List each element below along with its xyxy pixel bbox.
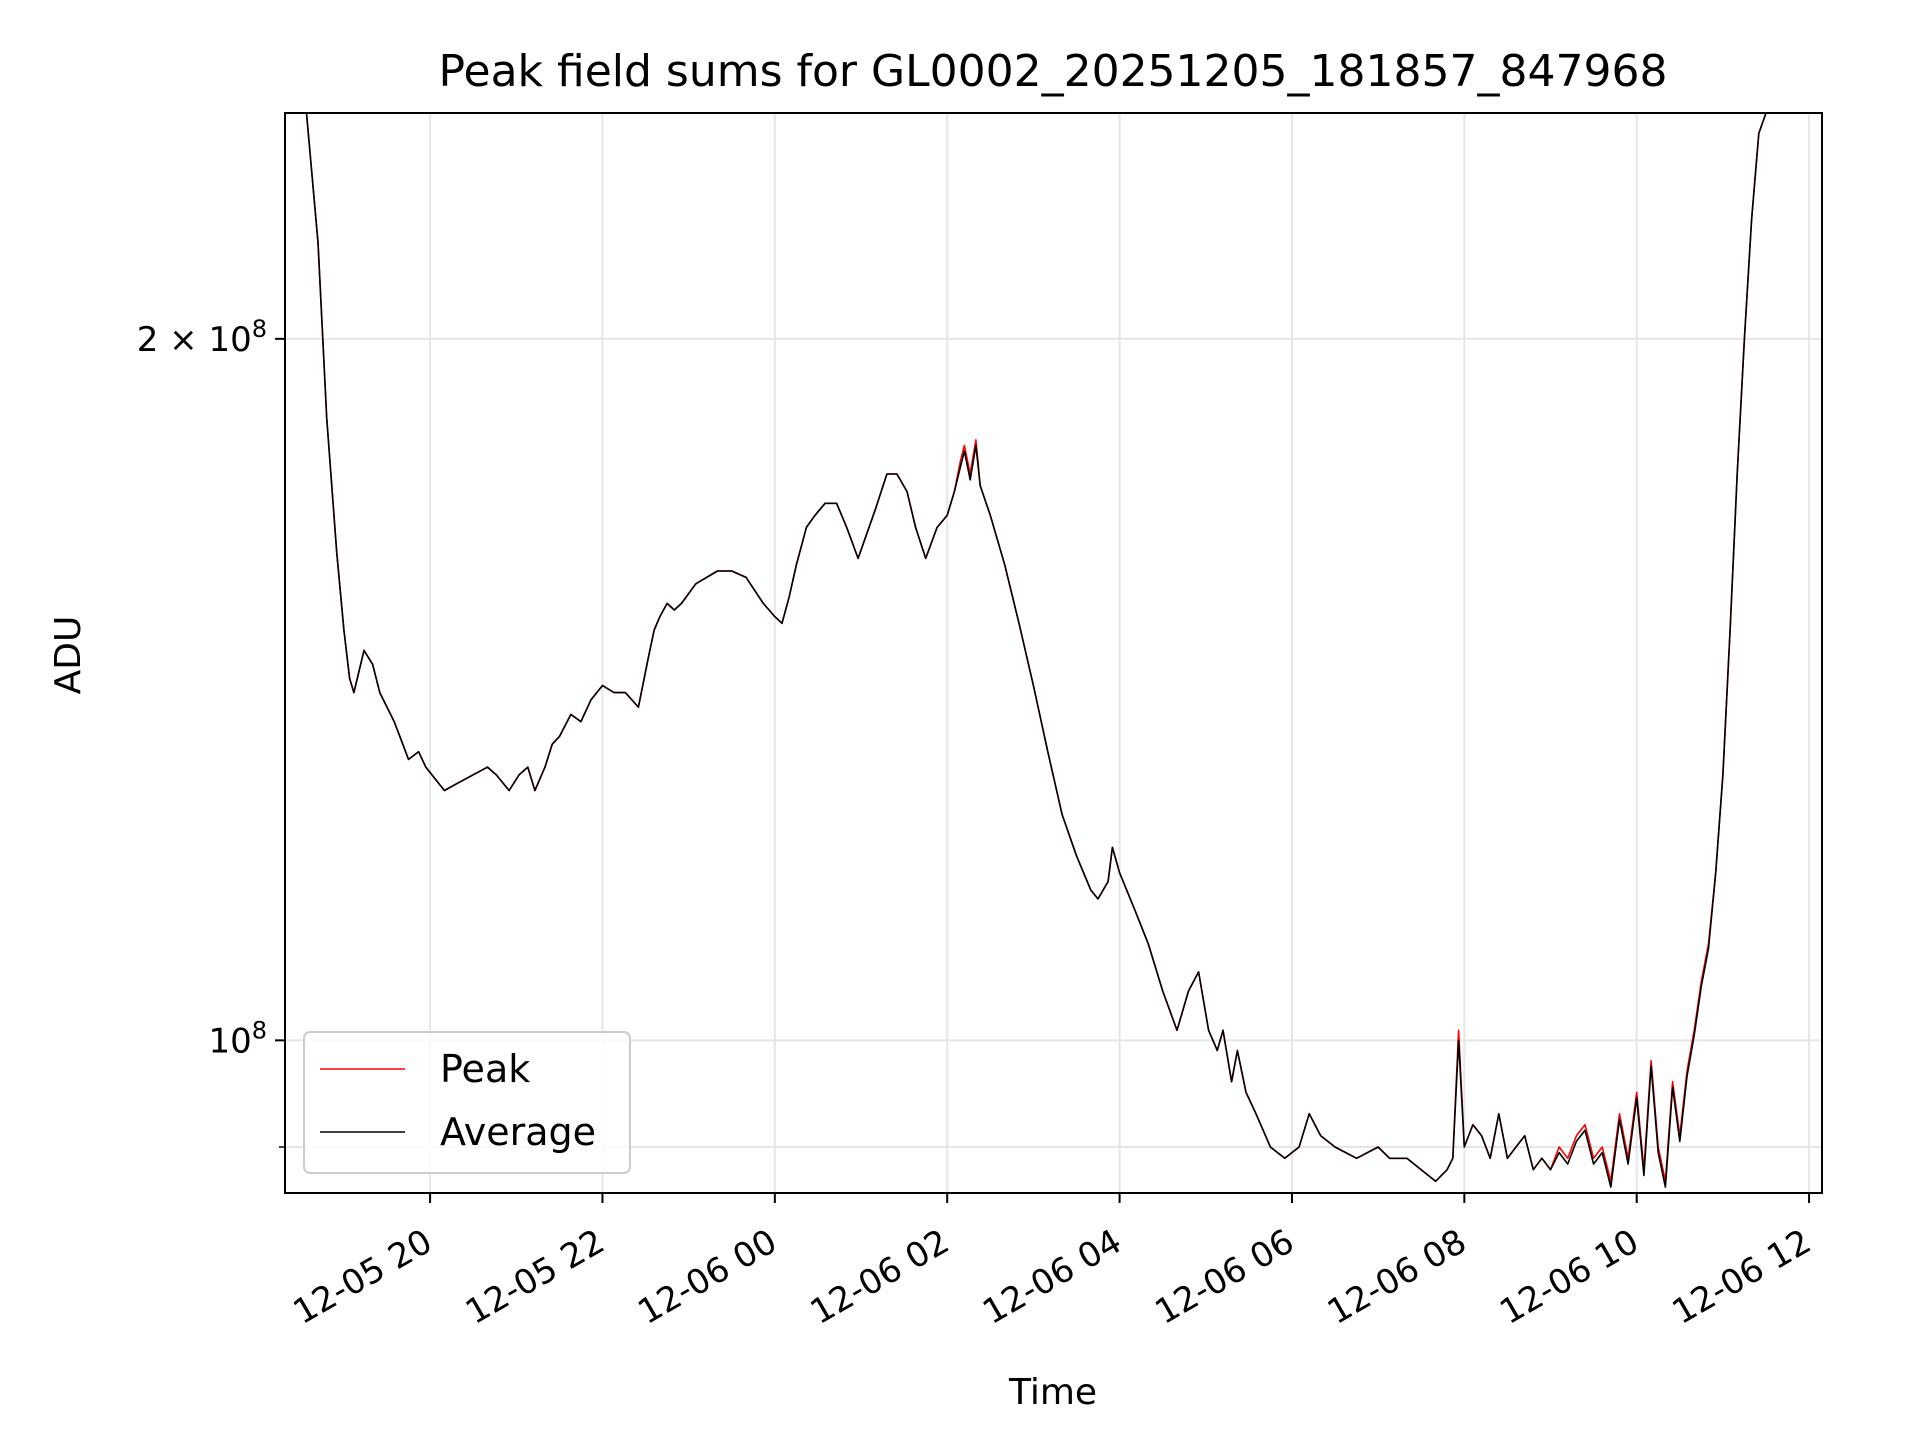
y-tick-label: 108: [208, 1016, 267, 1061]
chart-title: Peak field sums for GL0002_20251205_1818…: [439, 46, 1668, 97]
legend: Peak Average: [303, 1031, 631, 1174]
y-tick-label: 2 × 108: [137, 315, 267, 360]
plot-frame: [284, 112, 1823, 1194]
series-layer: [305, 112, 1774, 1188]
legend-label-peak: Peak: [440, 1047, 530, 1091]
y-axis-label: ADU: [48, 616, 89, 695]
x-axis-label: Time: [1008, 1372, 1097, 1413]
legend-box: [303, 1031, 631, 1174]
y-axis: 108 2 × 108: [137, 315, 285, 1148]
legend-label-average: Average: [440, 1110, 596, 1154]
series-line-average: [305, 112, 1774, 1188]
